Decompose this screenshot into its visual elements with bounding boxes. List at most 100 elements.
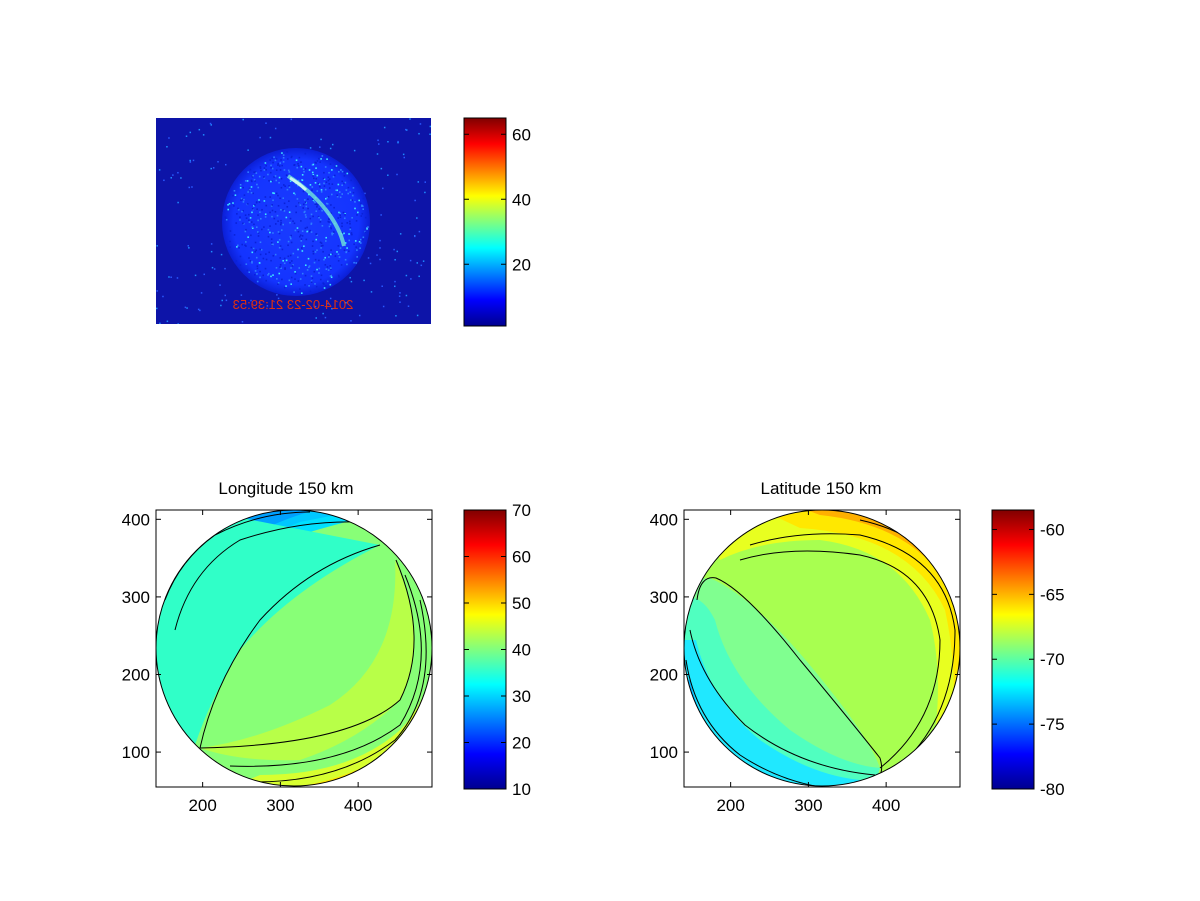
speckle-pixel [282, 223, 285, 226]
noise-pixel [424, 191, 426, 194]
speckle-pixel [349, 226, 352, 229]
noise-pixel [369, 262, 372, 265]
speckle-pixel [270, 164, 272, 167]
speckle-pixel [311, 171, 314, 174]
speckle-pixel [282, 197, 285, 199]
speckle-pixel [267, 235, 270, 238]
latitude-colorbar: -80 -75 -70 -65 -60 [991, 509, 1065, 799]
speckle-pixel [250, 246, 253, 249]
speckle-pixel [229, 246, 231, 249]
speckle-pixel [245, 228, 247, 231]
speckle-pixel [301, 174, 304, 176]
speckle-pixel [327, 179, 330, 182]
speckle-pixel [269, 211, 271, 214]
speckle-pixel [323, 178, 326, 181]
speckle-pixel [328, 183, 331, 185]
speckle-pixel [302, 207, 304, 209]
speckle-pixel [290, 234, 293, 237]
speckle-pixel [280, 186, 283, 189]
noise-pixel [405, 129, 408, 131]
speckle-pixel [264, 162, 267, 164]
speckle-pixel [316, 206, 318, 208]
speckle-pixel [340, 169, 342, 171]
speckle-pixel [290, 283, 293, 285]
sky-image-colorbar: 20 40 60 [463, 117, 531, 327]
speckle-pixel [242, 201, 245, 203]
speckle-pixel [257, 214, 259, 216]
speckle-pixel [311, 186, 314, 188]
speckle-pixel [307, 257, 310, 260]
speckle-pixel [314, 201, 316, 204]
speckle-pixel [322, 244, 324, 247]
noise-pixel [376, 153, 379, 155]
speckle-pixel [272, 199, 274, 202]
speckle-pixel [323, 283, 325, 285]
noise-pixel [379, 239, 381, 242]
colorbar-1-ticks: 20 40 60 [464, 125, 531, 274]
speckle-pixel [271, 157, 274, 159]
speckle-pixel [341, 184, 343, 187]
speckle-pixel [282, 161, 285, 163]
speckle-pixel [362, 208, 365, 210]
speckle-pixel [314, 182, 317, 184]
speckle-pixel [236, 246, 238, 248]
speckle-pixel [328, 221, 330, 223]
speckle-pixel [292, 264, 294, 266]
speckle-pixel [325, 236, 327, 239]
speckle-pixel [298, 202, 300, 204]
speckle-pixel [338, 211, 340, 214]
speckle-pixel [300, 161, 302, 163]
speckle-pixel [297, 256, 299, 259]
speckle-pixel [280, 208, 282, 211]
speckle-pixel [305, 238, 308, 241]
noise-pixel [186, 307, 188, 309]
noise-pixel [259, 136, 261, 139]
speckle-pixel [259, 211, 261, 213]
speckle-pixel [264, 213, 267, 216]
speckle-pixel [327, 195, 330, 198]
speckle-pixel [312, 215, 314, 218]
speckle-pixel [326, 158, 328, 160]
noise-pixel [399, 233, 402, 235]
noise-pixel [379, 247, 381, 249]
speckle-pixel [263, 167, 266, 169]
speckle-pixel [296, 198, 299, 200]
longitude-xtick-label-2: 400 [344, 796, 372, 815]
speckle-pixel [297, 248, 299, 251]
speckle-pixel [288, 279, 291, 282]
speckle-pixel [294, 193, 296, 196]
speckle-pixel [241, 210, 243, 213]
speckle-pixel [247, 191, 249, 193]
speckle-pixel [336, 251, 338, 253]
speckle-pixel [281, 248, 284, 251]
noise-pixel [331, 143, 334, 146]
speckle-pixel [301, 235, 304, 237]
speckle-pixel [283, 257, 286, 260]
latitude-ytick-label-3: 400 [650, 510, 678, 529]
speckle-pixel [244, 180, 247, 182]
noise-pixel [212, 167, 215, 169]
speckle-pixel [355, 246, 357, 248]
noise-pixel [324, 316, 327, 319]
speckle-pixel [344, 213, 347, 215]
speckle-pixel [269, 225, 271, 227]
noise-pixel [329, 297, 332, 300]
colorbar-2-ticks: 10 20 30 40 50 60 70 [464, 501, 531, 799]
speckle-pixel [333, 174, 336, 177]
noise-pixel [363, 279, 365, 282]
speckle-pixel [341, 180, 343, 183]
speckle-pixel [319, 218, 322, 221]
noise-pixel [382, 187, 384, 190]
noise-pixel [162, 295, 164, 298]
speckle-pixel [279, 223, 282, 226]
speckle-pixel [257, 232, 260, 234]
noise-pixel [394, 285, 396, 288]
speckle-pixel [290, 155, 293, 158]
speckle-pixel [337, 253, 340, 255]
speckle-pixel [311, 189, 313, 192]
speckle-pixel [356, 214, 358, 216]
noise-pixel [420, 264, 423, 267]
speckle-pixel [344, 213, 346, 216]
speckle-pixel [349, 228, 352, 231]
speckle-pixel [294, 229, 297, 232]
